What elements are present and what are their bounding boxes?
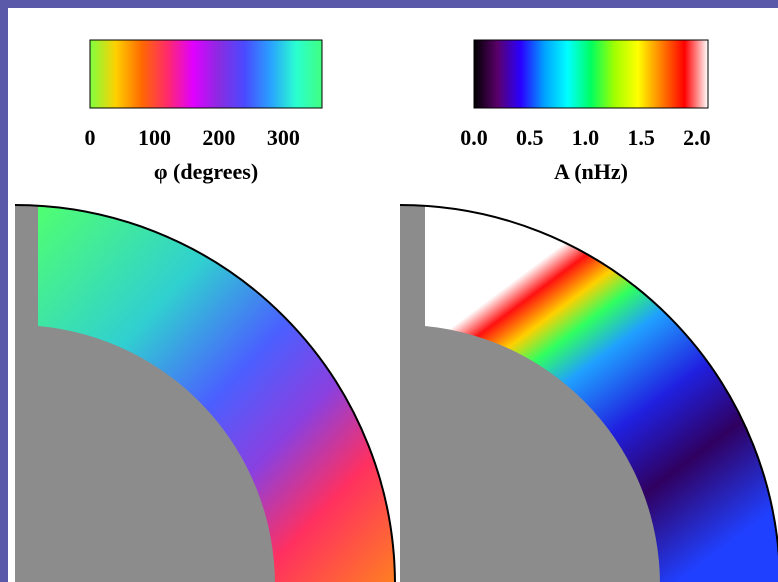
tick-label: 2.0: [683, 125, 711, 150]
tick-label: 200: [202, 125, 235, 150]
colorbar: [89, 39, 323, 109]
colorbar: [473, 39, 709, 109]
tick-label: 300: [267, 125, 300, 150]
axis-label: φ (degrees): [154, 159, 258, 184]
surface-right: [399, 204, 778, 559]
tick-label: 0: [85, 125, 96, 150]
tick-label: 0.0: [460, 125, 488, 150]
phase-field: [38, 206, 395, 582]
tick-label: 0.5: [516, 125, 544, 150]
tick-label: 1.5: [627, 125, 655, 150]
axis-label: A (nHz): [554, 159, 628, 184]
tick-label: 1.0: [572, 125, 600, 150]
tick-label: 100: [138, 125, 171, 150]
amplitude-field: [425, 206, 778, 582]
surface-left: [14, 204, 396, 582]
